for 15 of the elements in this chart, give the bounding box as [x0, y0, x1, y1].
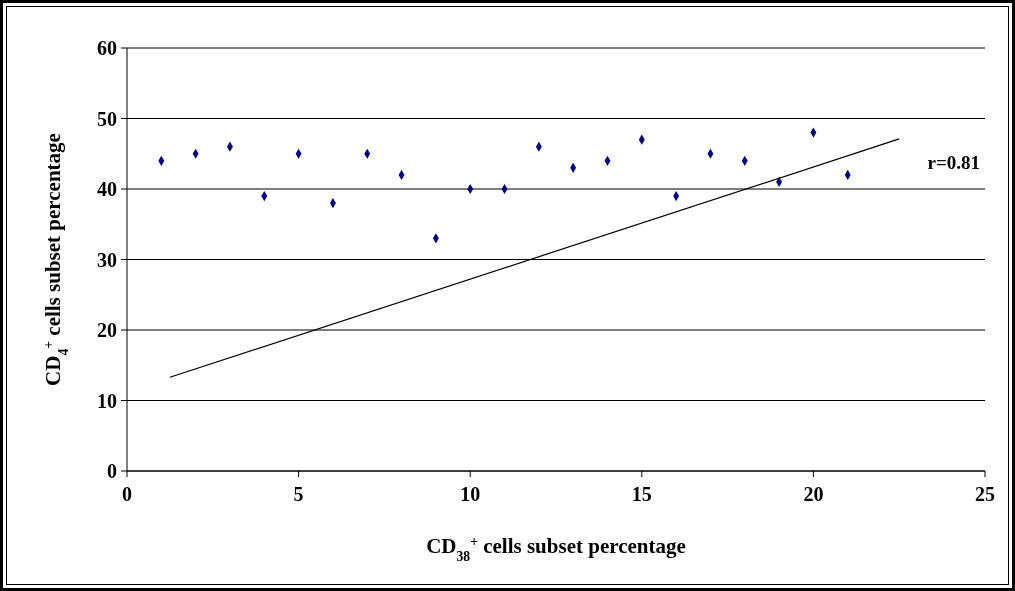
x-tick-label: 10	[460, 483, 481, 505]
x-tick-label: 20	[803, 483, 824, 505]
annotation: r=0.81	[927, 151, 980, 173]
x-tick-label: 5	[293, 483, 304, 505]
y-tick-label: 20	[97, 319, 117, 341]
x-tick-label: 25	[975, 483, 995, 505]
y-tick-label: 30	[97, 248, 117, 271]
y-tick-label: 60	[97, 37, 117, 59]
y-tick-label: 40	[97, 178, 117, 200]
x-axis-title: CD$_{38}$$^{+}$ cells subset percentage	[426, 533, 686, 564]
y-tick-label: 50	[97, 107, 117, 130]
x-tick-label: 15	[631, 483, 652, 505]
x-tick-label: 0	[122, 483, 132, 505]
y-tick-label: 10	[97, 389, 117, 412]
y-tick-label: 0	[107, 460, 117, 482]
